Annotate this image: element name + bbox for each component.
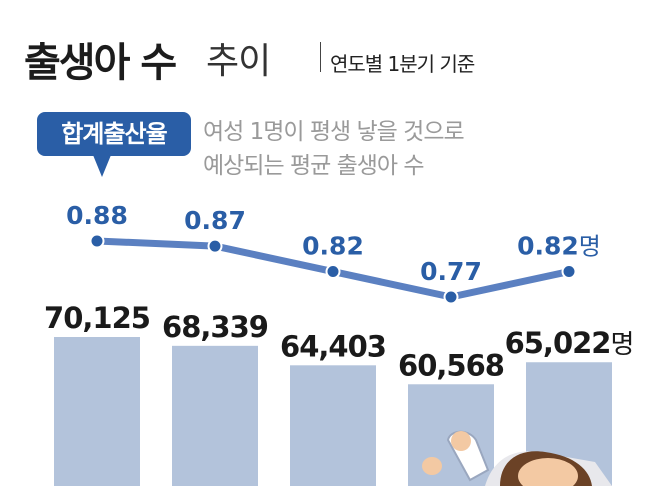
rate-unit-label: 명: [579, 233, 601, 261]
line-point: [563, 265, 576, 278]
bar: [54, 337, 140, 486]
bar: [172, 346, 258, 486]
rate-value-label: 0.88: [66, 201, 128, 230]
bar-value-label: 68,339: [162, 310, 268, 344]
baby-hand: [451, 431, 471, 451]
rate-value-label: 0.82: [302, 232, 364, 261]
line-point: [209, 240, 222, 253]
bar: [290, 365, 376, 486]
bar-value-label: 60,568: [398, 348, 504, 382]
bar-unit-label: 명: [611, 330, 634, 360]
bar-value-label: 70,125: [44, 301, 150, 335]
line-point: [445, 291, 458, 304]
rate-value-label: 0.87: [184, 206, 246, 235]
rate-value-label: 0.77: [420, 257, 482, 286]
rate-value-label: 0.82명: [517, 232, 601, 261]
bar-value-label: 64,403: [280, 329, 386, 363]
baby-hand-2: [422, 457, 442, 475]
line-point: [327, 265, 340, 278]
bar-value-label: 65,022명: [505, 326, 634, 360]
line-point: [91, 235, 104, 248]
